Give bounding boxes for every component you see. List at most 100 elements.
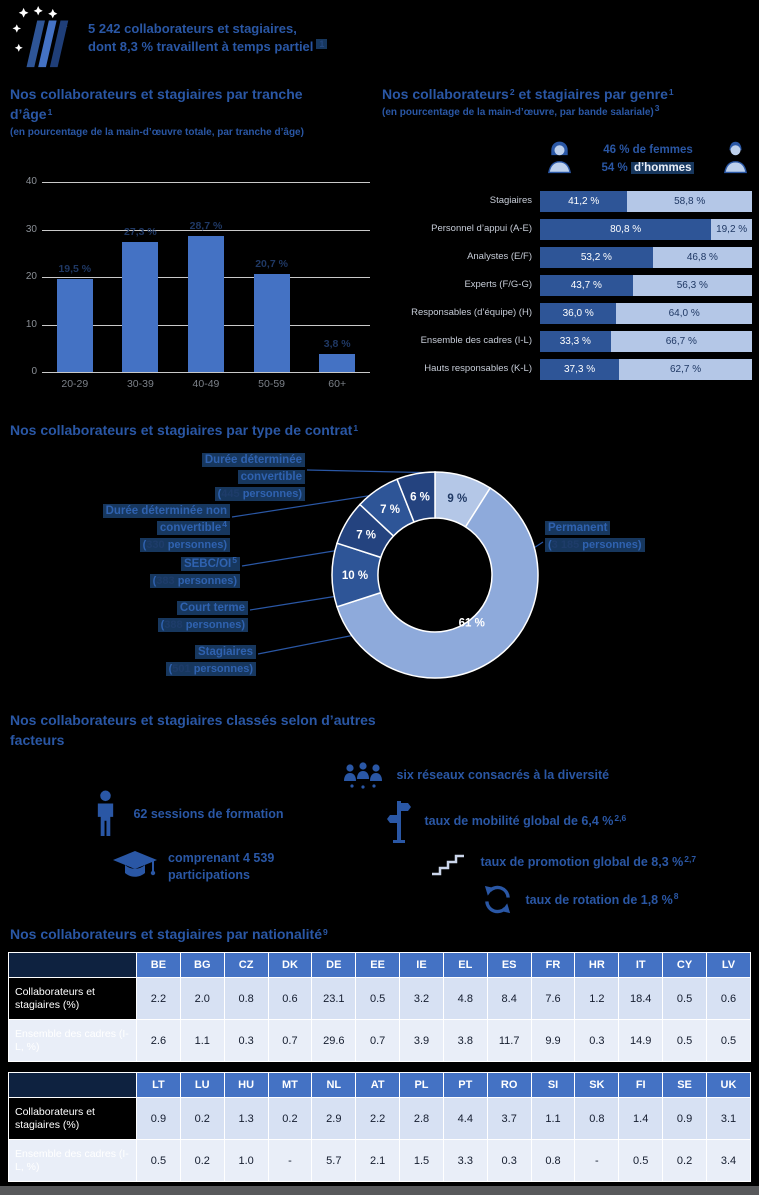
value-cell: 2.8	[399, 1097, 444, 1140]
country-header: RO	[486, 1072, 532, 1098]
women-percentage: 43,7 %	[570, 279, 602, 291]
y-tick-label: 0	[31, 366, 37, 377]
country-header: DK	[267, 952, 313, 978]
value-cell: 23.1	[311, 977, 357, 1020]
contract-count: (501 personnes)	[165, 662, 256, 676]
country-header: HR	[574, 952, 620, 978]
rotation-item: taux de rotation de 1,8 %8	[482, 884, 678, 915]
mobility-text: taux de mobilité global de 6,4 %2,6	[424, 812, 627, 829]
age-bar	[187, 235, 224, 372]
bar-value-label: 20,7 %	[255, 257, 288, 270]
table-corner-cell	[8, 952, 137, 978]
contract-type-label: Durée déterminée convertible	[201, 453, 305, 484]
donut-callout-label: Court terme (388 personnes)	[138, 600, 248, 634]
eu-stars-logo	[12, 5, 69, 68]
table-corner-cell	[8, 1072, 137, 1098]
value-cell: 0.2	[179, 1139, 225, 1182]
table-row: Collaborateurs et stagiaires (%) 2.2 2.0 0.…	[8, 977, 752, 1020]
stairs-icon	[432, 854, 464, 876]
age-bar-slot: 28,7 % 40-49	[173, 182, 239, 390]
men-bar-segment: 56,3 %	[632, 274, 752, 296]
men-percentage: 66,7 %	[665, 335, 697, 347]
country-header: ES	[486, 952, 532, 978]
country-header: SK	[574, 1072, 620, 1098]
contract-type-label: SEBC/OI5	[180, 555, 240, 571]
contract-count: (330 personnes)	[139, 538, 230, 552]
contract-donut-chart: 9 % 61 % 10 % 7 % 7 % 6 %	[331, 471, 539, 679]
participations-text: comprenant 4 539 participations	[168, 851, 275, 882]
men-percentage: 46,8 %	[686, 251, 718, 263]
gender-row: Hauts responsables (K-L) 37,3 % 62,7 %	[382, 355, 752, 383]
country-header: BG	[179, 952, 225, 978]
value-cell: 4.4	[442, 1097, 488, 1140]
value-cell: 0.2	[267, 1097, 313, 1140]
nationality-section-title: Nos collaborateurs et stagiaires par nat…	[10, 926, 328, 942]
value-cell: 2.1	[355, 1139, 401, 1182]
age-section-title: Nos collaborateurs et stagiaires par tra…	[10, 86, 303, 122]
x-axis-label: 20-29	[61, 378, 89, 390]
value-cell: 0.5	[705, 1019, 752, 1062]
value-cell: 8.4	[486, 977, 532, 1020]
value-cell: 0.5	[662, 977, 707, 1020]
y-tick-label: 30	[25, 223, 37, 235]
contract-count: (383 personnes)	[149, 574, 240, 588]
nationality-table-1: BE BG CZ DK DE EE IE EL ES FR HR IT CY LV Collaborateu…	[8, 952, 752, 1062]
age-chart-bars: 19,5 % 20-29 27,3 % 30-39 28,7 % 40-49 20,7 % 5…	[42, 182, 370, 390]
value-cell: 2.2	[355, 1097, 401, 1140]
value-cell: 0.7	[355, 1019, 401, 1062]
men-percentage: 58,8 %	[674, 195, 706, 207]
footnote-ref-1: 1	[316, 39, 328, 49]
footnote-ref: 8	[673, 891, 679, 902]
x-axis-label: 40-49	[192, 378, 220, 390]
gridline	[42, 182, 370, 183]
contract-type-label: Durée déterminée non convertible4	[102, 504, 230, 535]
age-bar-slot: 3,8 % 60+	[304, 182, 370, 390]
country-header: DE	[311, 952, 357, 978]
value-cell: 2.6	[136, 1019, 181, 1062]
gender-stacked-bar: 36,0 % 64,0 %	[540, 302, 752, 324]
y-tick-label: 40	[25, 176, 37, 187]
country-header: CY	[662, 952, 707, 978]
row-label: Ensemble des cadres (I-L, %)	[8, 1139, 137, 1182]
country-header: LV	[705, 952, 752, 978]
men-bar-segment: 62,7 %	[619, 358, 752, 380]
donut-callout-label: Stagiaires (501 personnes)	[146, 644, 256, 678]
value-cell: 11.7	[486, 1019, 532, 1062]
gender-row: Analystes (E/F) 53,2 % 46,8 %	[382, 243, 752, 271]
gender-row: Experts (F/G-G) 43,7 % 56,3 %	[382, 271, 752, 299]
contract-section-title: Nos collaborateurs et stagiaires par typ…	[10, 422, 359, 438]
bar-value-label: 28,7 %	[189, 219, 223, 232]
promotion-text: taux de promotion global de 8,3 %2,7	[480, 853, 697, 870]
value-cell: 7.6	[530, 977, 576, 1020]
female-share: 46 % de femmes	[603, 144, 693, 156]
value-cell: 0.6	[705, 977, 752, 1020]
contract-count: (445 personnes)	[214, 487, 305, 501]
participations-item: comprenant 4 539 participations	[112, 850, 300, 884]
header-row: LT LU HU MT NL AT PL PT RO SI SK FI SE UK	[8, 1072, 752, 1098]
nationality-table: LT LU HU MT NL AT PL PT RO SI SK FI SE UK Collaborateu…	[8, 1072, 752, 1182]
male-share-label: d’hommes	[630, 162, 695, 174]
persons-number: 330	[146, 539, 165, 551]
x-axis-label: 50-59	[258, 378, 285, 390]
value-cell: 3.3	[442, 1139, 488, 1182]
country-header: PL	[399, 1072, 444, 1098]
country-header: CZ	[223, 952, 269, 978]
women-bar-segment: 37,3 %	[540, 358, 620, 380]
signpost-icon	[387, 801, 411, 843]
diversity-item: six réseaux consacrés à la diversité	[342, 760, 609, 790]
gender-row: Stagiaires 41,2 % 58,8 %	[382, 187, 752, 215]
donut-slice	[396, 471, 436, 523]
value-cell: 3.9	[399, 1019, 444, 1062]
country-header: EE	[355, 952, 401, 978]
age-bar-slot: 27,3 % 30-39	[108, 182, 174, 390]
age-bar	[122, 242, 159, 372]
row-label: Collaborateurs et stagiaires (%)	[8, 977, 137, 1020]
value-cell: 3.2	[399, 977, 444, 1020]
table-row: Collaborateurs et stagiaires (%) 0.9 0.2 1.…	[8, 1097, 752, 1140]
footnote-ref: 4	[222, 518, 227, 529]
women-percentage: 80,8 %	[610, 223, 642, 235]
country-header: SE	[662, 1072, 707, 1098]
age-bar-slot: 19,5 % 20-29	[42, 182, 108, 390]
women-bar-segment: 80,8 %	[540, 218, 712, 240]
